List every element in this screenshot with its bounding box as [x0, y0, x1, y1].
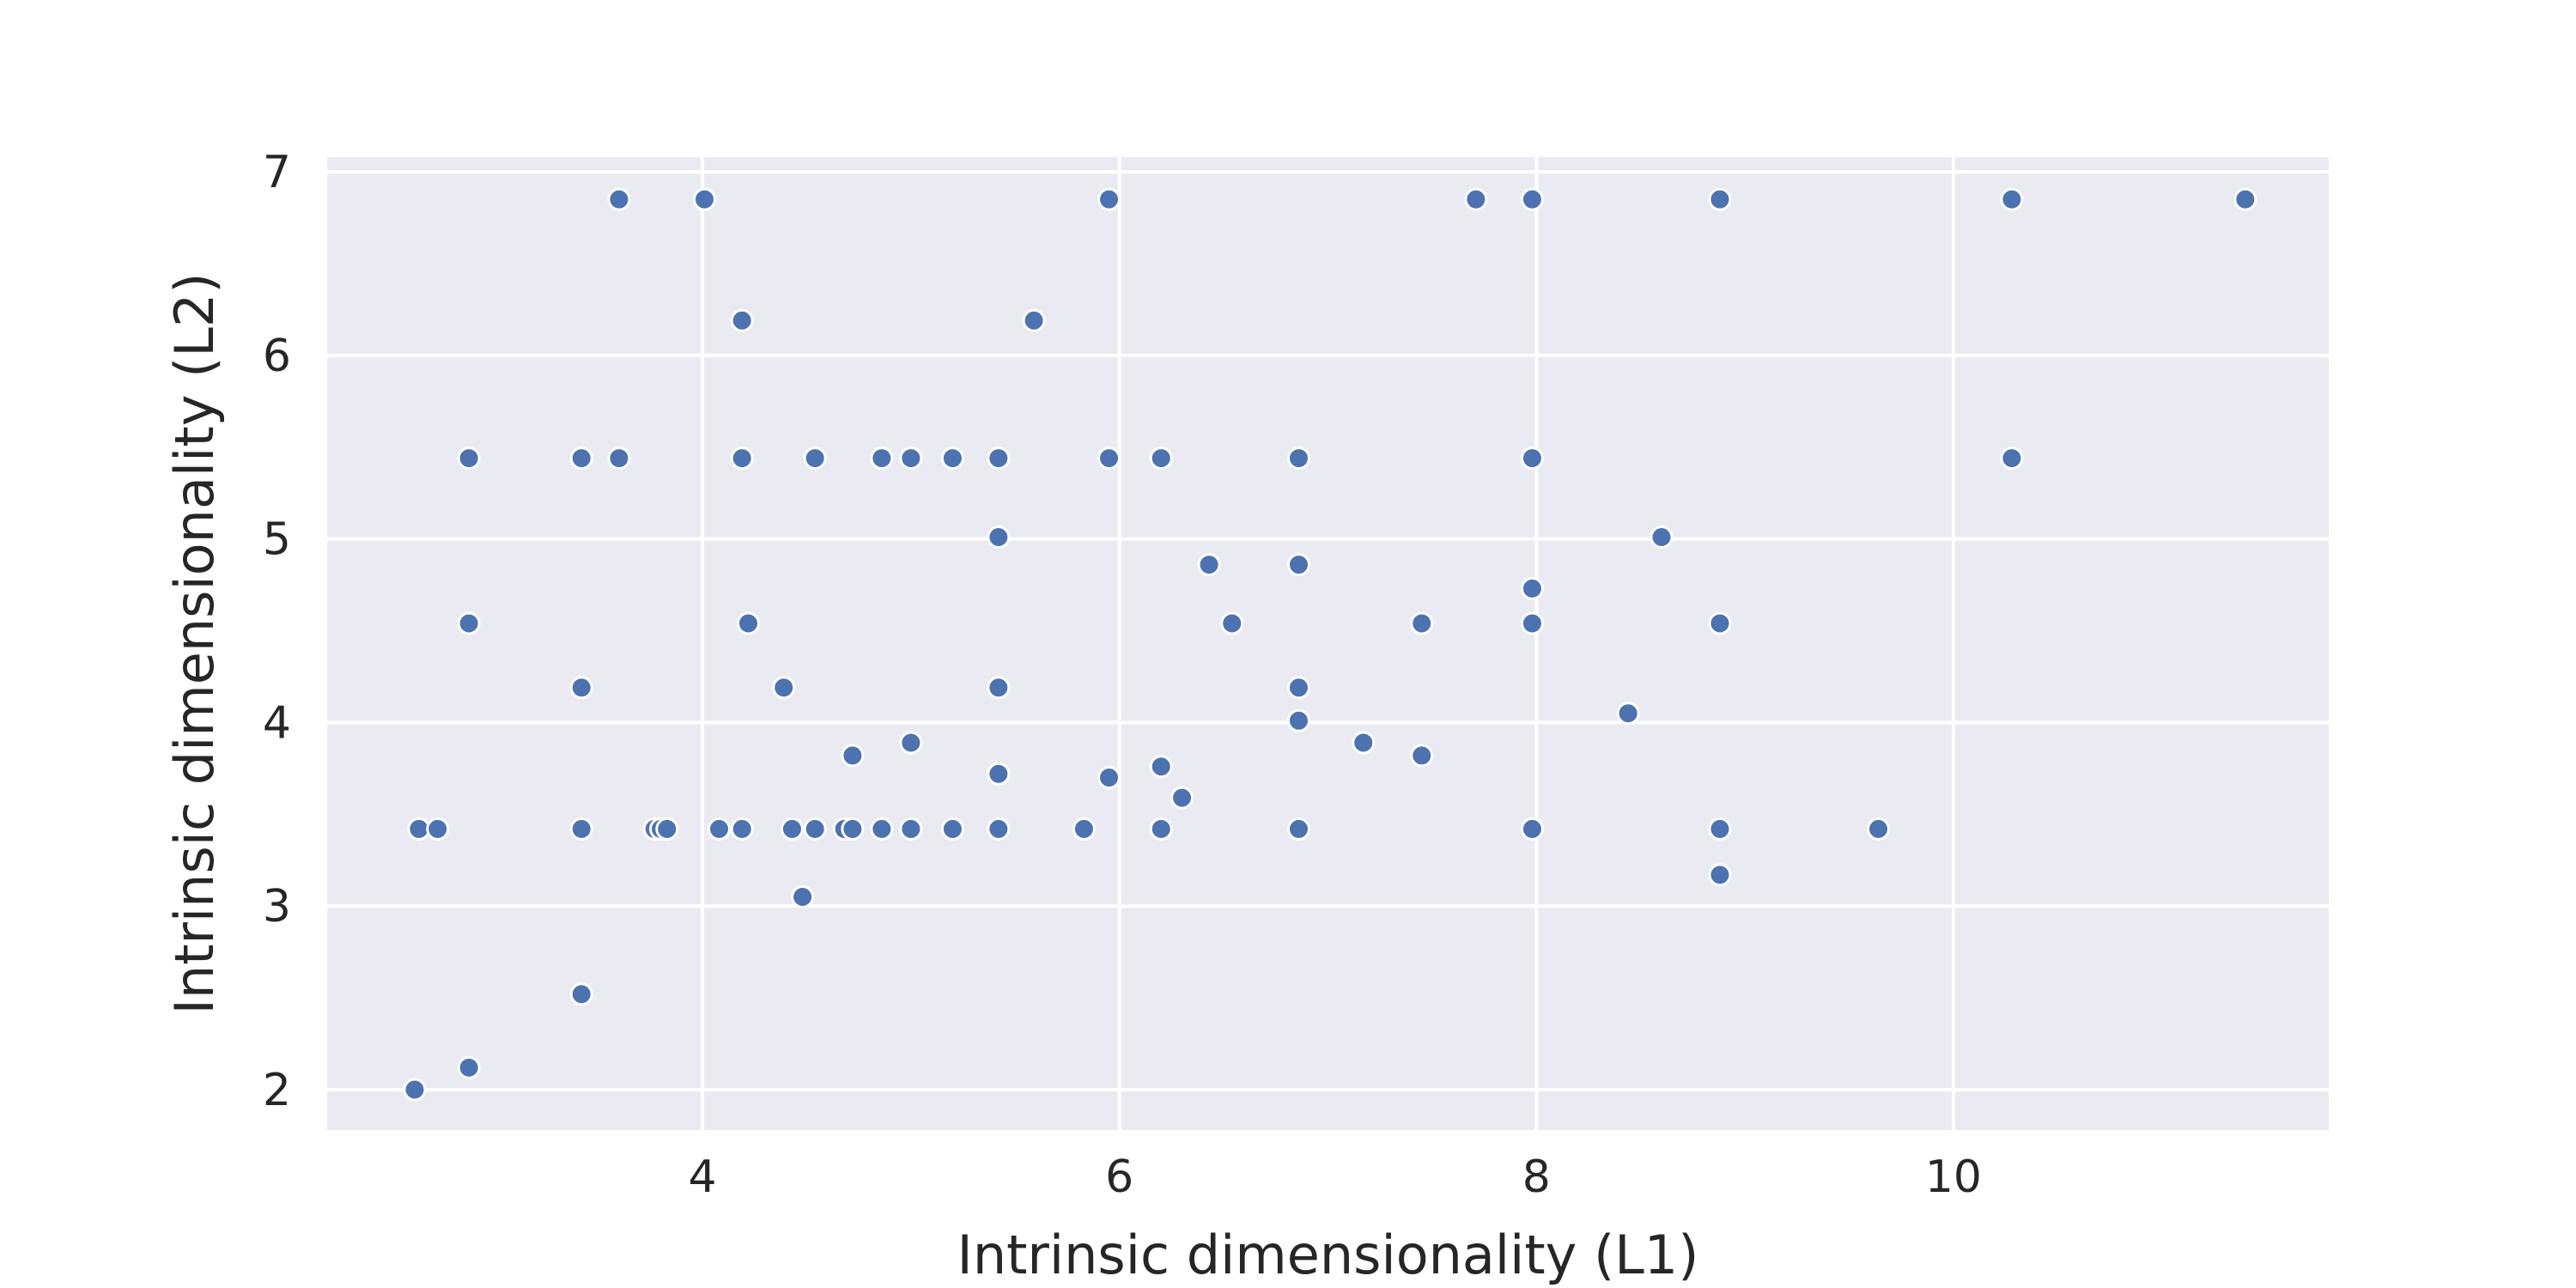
- data-point: [1022, 308, 1046, 332]
- data-point: [730, 447, 754, 471]
- data-point: [2000, 447, 2024, 471]
- data-point: [899, 447, 923, 471]
- data-point: [870, 447, 894, 471]
- data-point: [457, 447, 481, 471]
- data-point: [569, 982, 593, 1006]
- data-point: [1287, 553, 1311, 577]
- data-point: [1097, 187, 1121, 211]
- data-point: [803, 447, 827, 471]
- data-point: [569, 447, 593, 471]
- data-point: [1287, 817, 1311, 841]
- data-point: [457, 1055, 481, 1079]
- x-tick-labels: 4 6 8 10: [689, 1151, 1983, 1203]
- data-point: [1410, 611, 1434, 635]
- data-point: [841, 817, 865, 841]
- data-point: [940, 447, 964, 471]
- data-point: [1520, 611, 1544, 635]
- data-point: [987, 447, 1011, 471]
- data-point: [1170, 786, 1194, 810]
- data-point: [803, 817, 827, 841]
- data-point: [870, 817, 894, 841]
- data-point: [987, 526, 1011, 550]
- data-point: [730, 817, 754, 841]
- data-point: [1520, 447, 1544, 471]
- data-point: [1149, 447, 1173, 471]
- data-point: [1708, 187, 1732, 211]
- data-point: [736, 611, 760, 635]
- data-point: [1520, 817, 1544, 841]
- y-tick-label: 4: [263, 697, 291, 749]
- data-point: [987, 817, 1011, 841]
- data-point: [1520, 187, 1544, 211]
- data-point: [569, 676, 593, 700]
- data-point: [1649, 526, 1674, 550]
- data-point: [1520, 576, 1544, 600]
- data-point: [1708, 611, 1732, 635]
- data-point: [899, 817, 923, 841]
- data-point: [1149, 755, 1173, 779]
- data-point: [2000, 187, 2024, 211]
- x-axis-label: Intrinsic dimensionality (L1): [957, 1224, 1699, 1286]
- data-point: [457, 611, 481, 635]
- data-point: [1097, 766, 1121, 790]
- data-point: [403, 1078, 427, 1102]
- data-point: [2233, 187, 2257, 211]
- data-point: [1410, 744, 1434, 768]
- data-point: [607, 447, 631, 471]
- data-point: [841, 744, 865, 768]
- data-point: [569, 817, 593, 841]
- x-tick-label: 10: [1925, 1151, 1982, 1203]
- data-point: [426, 817, 450, 841]
- y-tick-label: 5: [263, 514, 291, 566]
- y-tick-label: 7: [263, 147, 291, 198]
- data-point: [1708, 817, 1732, 841]
- data-point: [780, 817, 804, 841]
- data-point: [1464, 187, 1488, 211]
- x-tick-label: 4: [689, 1151, 717, 1203]
- data-point: [987, 762, 1011, 786]
- data-point: [940, 817, 964, 841]
- plot-area: [327, 157, 2329, 1130]
- data-point: [1867, 817, 1891, 841]
- data-point: [899, 731, 923, 755]
- data-point: [987, 676, 1011, 700]
- data-point: [1616, 702, 1640, 726]
- data-point: [1287, 676, 1311, 700]
- data-points: [403, 187, 2257, 1102]
- data-point: [692, 187, 716, 211]
- y-tick-labels: 2 3 4 5 6 7: [263, 147, 291, 1116]
- data-point: [1352, 731, 1376, 755]
- x-tick-label: 6: [1105, 1151, 1133, 1203]
- data-point: [730, 308, 754, 332]
- data-point: [1287, 447, 1311, 471]
- data-point: [607, 187, 631, 211]
- data-point: [1287, 708, 1311, 732]
- data-point: [1149, 817, 1173, 841]
- data-point: [655, 817, 679, 841]
- y-gridlines: [327, 170, 2329, 1091]
- data-point: [707, 817, 731, 841]
- data-point: [1072, 817, 1096, 841]
- y-axis-label: Intrinsic dimensionality (L2): [163, 273, 226, 1015]
- data-point: [1097, 447, 1121, 471]
- data-point: [772, 676, 796, 700]
- y-tick-label: 2: [263, 1065, 291, 1116]
- data-point: [1220, 611, 1244, 635]
- y-tick-label: 3: [263, 881, 291, 933]
- y-tick-label: 6: [263, 331, 291, 382]
- x-tick-label: 8: [1522, 1151, 1551, 1203]
- data-point: [1197, 553, 1221, 577]
- x-gridlines: [701, 157, 1955, 1130]
- data-point: [791, 885, 815, 909]
- data-point: [1708, 863, 1732, 887]
